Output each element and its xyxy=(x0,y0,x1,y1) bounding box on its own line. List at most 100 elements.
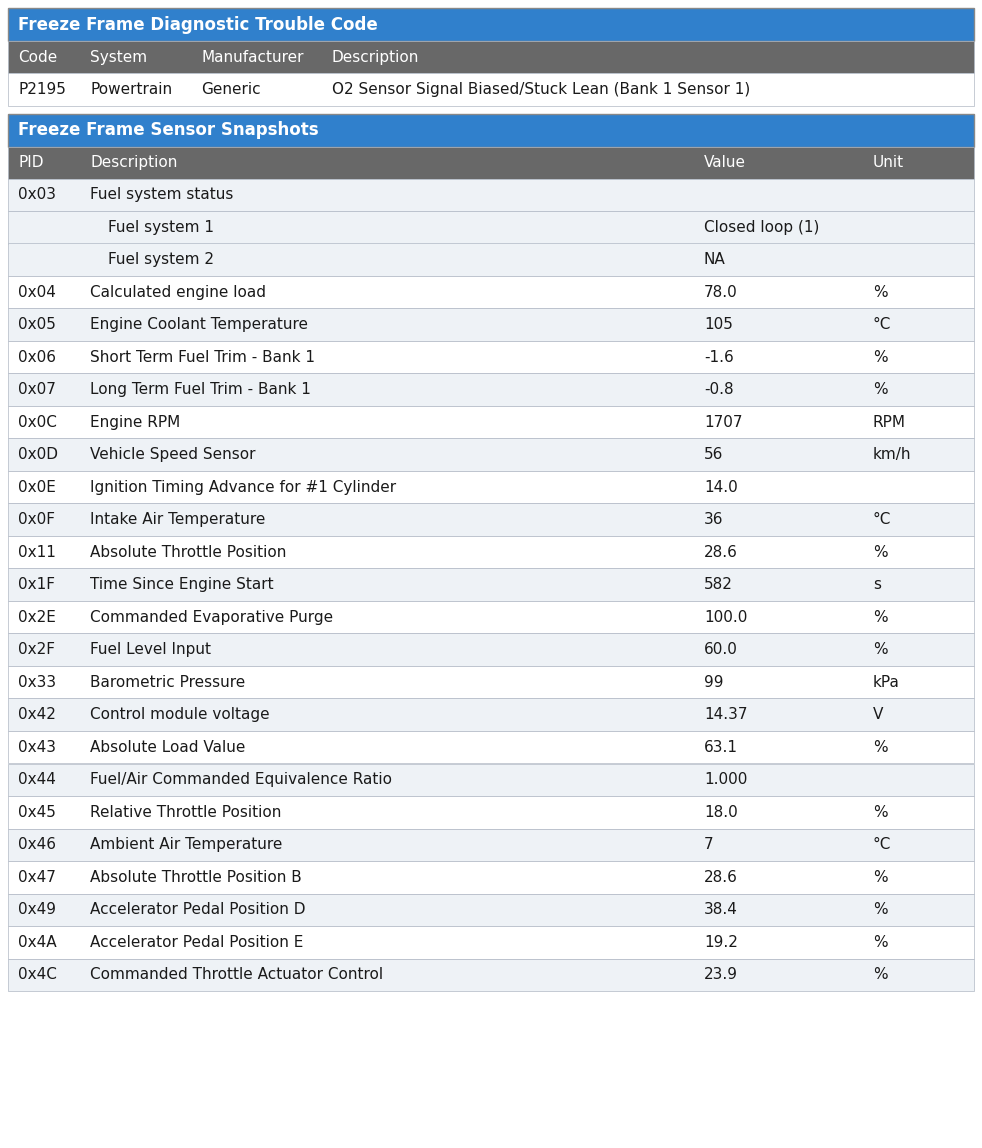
Text: 60.0: 60.0 xyxy=(704,642,737,658)
Text: 0x33: 0x33 xyxy=(18,675,56,690)
Text: 0x43: 0x43 xyxy=(18,739,56,754)
Bar xyxy=(8,276,974,309)
Text: 0x05: 0x05 xyxy=(18,317,56,332)
Text: Powertrain: Powertrain xyxy=(90,82,173,96)
Text: %: % xyxy=(873,902,888,917)
Text: %: % xyxy=(873,934,888,949)
Text: NA: NA xyxy=(704,253,726,267)
Bar xyxy=(8,8,974,41)
Text: Short Term Fuel Trim - Bank 1: Short Term Fuel Trim - Bank 1 xyxy=(90,350,315,365)
Text: Control module voltage: Control module voltage xyxy=(90,707,270,722)
Text: Description: Description xyxy=(332,49,419,64)
Text: 19.2: 19.2 xyxy=(704,934,737,949)
Bar xyxy=(8,406,974,439)
Text: s: s xyxy=(873,577,881,592)
Text: 38.4: 38.4 xyxy=(704,902,737,917)
Text: Time Since Engine Start: Time Since Engine Start xyxy=(90,577,274,592)
Bar xyxy=(8,178,974,211)
Text: P2195: P2195 xyxy=(18,82,66,96)
Text: Vehicle Speed Sensor: Vehicle Speed Sensor xyxy=(90,448,256,463)
Text: Absolute Throttle Position B: Absolute Throttle Position B xyxy=(90,870,302,885)
Text: Commanded Throttle Actuator Control: Commanded Throttle Actuator Control xyxy=(90,968,384,983)
Text: Absolute Throttle Position: Absolute Throttle Position xyxy=(90,545,287,560)
Text: Relative Throttle Position: Relative Throttle Position xyxy=(90,805,282,820)
Text: 0x04: 0x04 xyxy=(18,285,56,300)
Text: 0x1F: 0x1F xyxy=(18,577,55,592)
Text: 0x07: 0x07 xyxy=(18,382,56,397)
Text: Manufacturer: Manufacturer xyxy=(201,49,304,64)
Bar xyxy=(8,341,974,373)
Bar xyxy=(8,926,974,959)
Text: °C: °C xyxy=(873,317,892,332)
Bar xyxy=(8,471,974,504)
Bar xyxy=(8,373,974,406)
Bar xyxy=(8,959,974,991)
Text: Fuel/Air Commanded Equivalence Ratio: Fuel/Air Commanded Equivalence Ratio xyxy=(90,773,393,788)
Text: Code: Code xyxy=(18,49,57,64)
Text: 1.000: 1.000 xyxy=(704,773,747,788)
Bar xyxy=(8,536,974,568)
Text: Engine RPM: Engine RPM xyxy=(90,414,181,429)
Text: Calculated engine load: Calculated engine load xyxy=(90,285,266,300)
Text: Intake Air Temperature: Intake Air Temperature xyxy=(90,512,266,527)
Text: 7: 7 xyxy=(704,837,714,852)
Text: RPM: RPM xyxy=(873,414,906,429)
Text: 105: 105 xyxy=(704,317,733,332)
Bar xyxy=(8,829,974,861)
Text: 28.6: 28.6 xyxy=(704,545,737,560)
Text: PID: PID xyxy=(18,155,43,170)
Text: 56: 56 xyxy=(704,448,723,463)
Bar xyxy=(8,41,974,73)
Text: Unit: Unit xyxy=(873,155,904,170)
Text: Accelerator Pedal Position D: Accelerator Pedal Position D xyxy=(90,902,306,917)
Text: 0x0E: 0x0E xyxy=(18,480,56,495)
Bar xyxy=(8,698,974,731)
Bar xyxy=(8,211,974,243)
Text: kPa: kPa xyxy=(873,675,900,690)
Text: 0x2E: 0x2E xyxy=(18,610,56,625)
Text: Fuel Level Input: Fuel Level Input xyxy=(90,642,211,658)
Text: 0x06: 0x06 xyxy=(18,350,56,365)
Bar xyxy=(8,666,974,698)
Text: °C: °C xyxy=(873,837,892,852)
Text: 18.0: 18.0 xyxy=(704,805,737,820)
Text: 0x49: 0x49 xyxy=(18,902,56,917)
Text: Barometric Pressure: Barometric Pressure xyxy=(90,675,246,690)
Text: Fuel system 2: Fuel system 2 xyxy=(108,253,214,267)
Text: %: % xyxy=(873,870,888,885)
Text: %: % xyxy=(873,285,888,300)
Text: %: % xyxy=(873,382,888,397)
Text: Ambient Air Temperature: Ambient Air Temperature xyxy=(90,837,283,852)
Text: 99: 99 xyxy=(704,675,724,690)
Text: 0x0C: 0x0C xyxy=(18,414,57,429)
Text: Absolute Load Value: Absolute Load Value xyxy=(90,739,246,754)
Text: 23.9: 23.9 xyxy=(704,968,737,983)
Text: °C: °C xyxy=(873,512,892,527)
Text: Freeze Frame Sensor Snapshots: Freeze Frame Sensor Snapshots xyxy=(18,121,318,139)
Text: 0x42: 0x42 xyxy=(18,707,56,722)
Text: 0x47: 0x47 xyxy=(18,870,56,885)
Text: Long Term Fuel Trim - Bank 1: Long Term Fuel Trim - Bank 1 xyxy=(90,382,311,397)
Bar xyxy=(8,796,974,829)
Bar xyxy=(8,893,974,926)
Text: 0x03: 0x03 xyxy=(18,187,56,202)
Text: 0x11: 0x11 xyxy=(18,545,56,560)
Text: Fuel system status: Fuel system status xyxy=(90,187,234,202)
Text: Accelerator Pedal Position E: Accelerator Pedal Position E xyxy=(90,934,303,949)
Text: Ignition Timing Advance for #1 Cylinder: Ignition Timing Advance for #1 Cylinder xyxy=(90,480,397,495)
Text: 14.37: 14.37 xyxy=(704,707,747,722)
Text: Closed loop (1): Closed loop (1) xyxy=(704,219,819,234)
Text: 36: 36 xyxy=(704,512,724,527)
Bar xyxy=(8,73,974,106)
Text: 1707: 1707 xyxy=(704,414,742,429)
Bar xyxy=(8,861,974,893)
Text: 582: 582 xyxy=(704,577,733,592)
Text: Description: Description xyxy=(90,155,178,170)
Text: 0x44: 0x44 xyxy=(18,773,56,788)
Text: %: % xyxy=(873,968,888,983)
Text: %: % xyxy=(873,350,888,365)
Text: %: % xyxy=(873,805,888,820)
Text: Generic: Generic xyxy=(201,82,261,96)
Text: 78.0: 78.0 xyxy=(704,285,737,300)
Text: 0x45: 0x45 xyxy=(18,805,56,820)
